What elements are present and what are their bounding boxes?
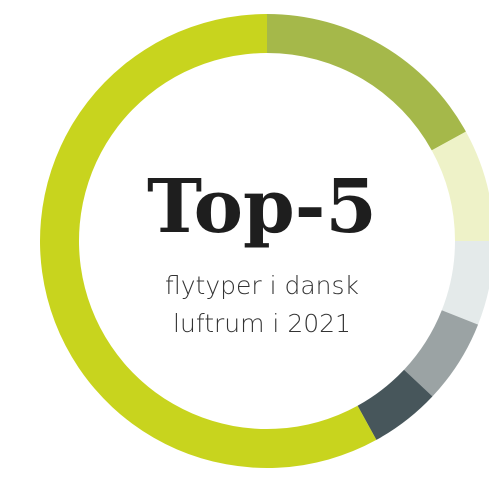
donut-segment — [441, 241, 489, 325]
donut-ring — [39, 14, 489, 468]
donut-segment — [431, 131, 489, 241]
donut-segment — [357, 369, 433, 440]
donut-segment — [267, 14, 466, 151]
chart-subtitle: luftrum i 2021 — [173, 309, 351, 338]
donut-segment — [404, 310, 479, 397]
chart-subtitle: flytyper i dansk — [165, 271, 359, 300]
chart-title: Top-5 — [147, 164, 377, 250]
donut-segment — [39, 14, 377, 468]
